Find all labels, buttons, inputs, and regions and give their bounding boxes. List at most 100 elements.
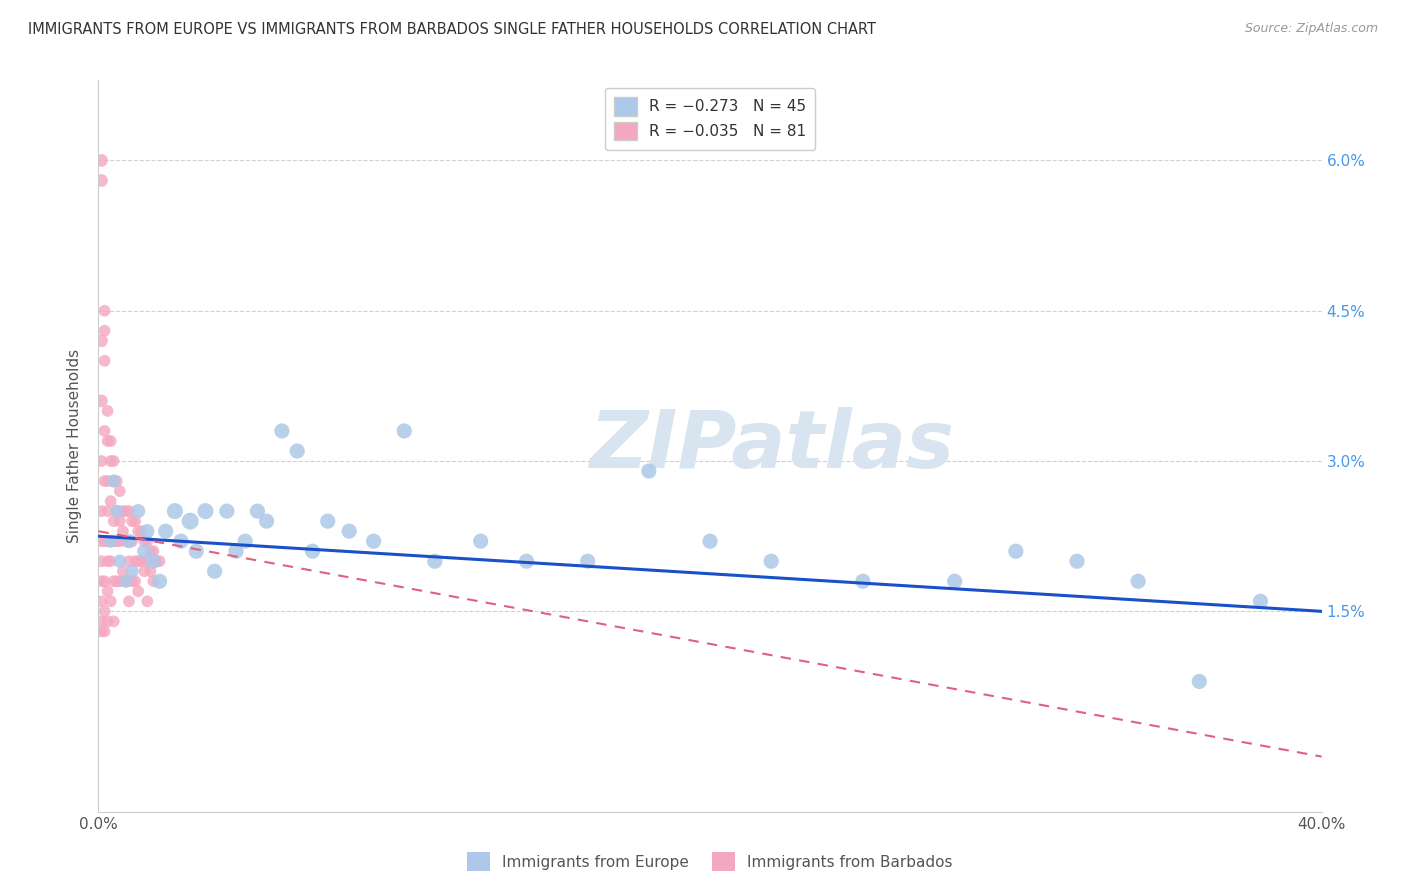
Point (103, 474, 125, 488)
Point (149, 554, 172, 568)
Point (136, 554, 159, 568)
Point (124, 574, 146, 589)
Point (111, 564, 134, 578)
Point (337, 524, 360, 538)
Point (100, 534, 122, 549)
Point (142, 544, 165, 558)
Point (108, 574, 131, 589)
Point (163, 504, 186, 518)
Point (127, 524, 149, 538)
Point (118, 594, 141, 608)
Point (118, 534, 141, 549)
Point (97, 584, 120, 599)
Point (93, 574, 115, 589)
Point (127, 504, 149, 518)
Point (121, 574, 143, 589)
Point (118, 504, 141, 518)
Point (149, 574, 172, 589)
Point (470, 534, 492, 549)
Point (246, 504, 269, 518)
Point (100, 594, 122, 608)
Point (90, 454, 112, 468)
Point (93, 604, 115, 618)
Point (100, 494, 122, 508)
Point (1249, 594, 1271, 608)
Point (124, 514, 146, 528)
Point (103, 534, 125, 549)
Point (1066, 554, 1088, 568)
Point (90, 615, 112, 629)
Point (215, 504, 238, 518)
Point (90, 153, 112, 168)
Legend: Immigrants from Europe, Immigrants from Barbados: Immigrants from Europe, Immigrants from … (461, 847, 959, 877)
Point (93, 534, 115, 549)
Point (105, 504, 128, 518)
Point (93, 324, 115, 338)
Point (170, 534, 193, 549)
Point (100, 454, 122, 468)
Point (155, 524, 177, 538)
Point (256, 514, 278, 528)
Point (129, 554, 152, 568)
Point (943, 574, 966, 589)
Point (316, 514, 339, 528)
Point (103, 474, 125, 488)
Point (97, 474, 120, 488)
Point (93, 354, 115, 368)
Point (103, 454, 125, 468)
Point (637, 464, 661, 478)
Point (134, 564, 156, 578)
Point (136, 524, 159, 538)
Point (194, 504, 217, 518)
Point (115, 534, 138, 549)
Text: Source: ZipAtlas.com: Source: ZipAtlas.com (1244, 22, 1378, 36)
Point (127, 584, 149, 599)
Point (97, 434, 120, 448)
Point (118, 554, 141, 568)
Point (124, 554, 146, 568)
Point (136, 594, 159, 608)
Point (134, 544, 156, 558)
Point (105, 474, 128, 488)
Point (270, 424, 292, 438)
Point (759, 554, 782, 568)
Point (108, 554, 131, 568)
Point (90, 574, 112, 589)
Text: IMMIGRANTS FROM EUROPE VS IMMIGRANTS FROM BARBADOS SINGLE FATHER HOUSEHOLDS CORR: IMMIGRANTS FROM EUROPE VS IMMIGRANTS FRO… (28, 22, 876, 37)
Point (145, 554, 167, 568)
Point (111, 524, 134, 538)
Point (115, 574, 138, 589)
Point (115, 504, 138, 518)
Point (363, 534, 385, 549)
Point (93, 624, 115, 639)
Point (423, 554, 446, 568)
Point (108, 514, 131, 528)
Text: ZIPatlas: ZIPatlas (589, 407, 953, 485)
Point (179, 514, 201, 528)
Point (285, 444, 308, 458)
Point (204, 564, 226, 578)
Point (100, 554, 122, 568)
Y-axis label: Single Father Households: Single Father Households (67, 349, 83, 543)
Point (97, 504, 120, 518)
Point (225, 544, 247, 558)
Point (90, 334, 112, 348)
Point (121, 564, 143, 578)
Point (233, 534, 256, 549)
Point (1188, 674, 1211, 689)
Point (139, 564, 162, 578)
Point (90, 534, 112, 549)
Point (93, 474, 115, 488)
Point (142, 574, 165, 589)
Point (121, 514, 143, 528)
Point (103, 514, 125, 528)
Point (139, 544, 162, 558)
Point (100, 534, 122, 549)
Point (105, 534, 128, 549)
Point (90, 504, 112, 518)
Point (97, 404, 120, 418)
Point (186, 544, 208, 558)
Point (121, 534, 143, 549)
Point (699, 534, 721, 549)
Point (100, 434, 122, 448)
